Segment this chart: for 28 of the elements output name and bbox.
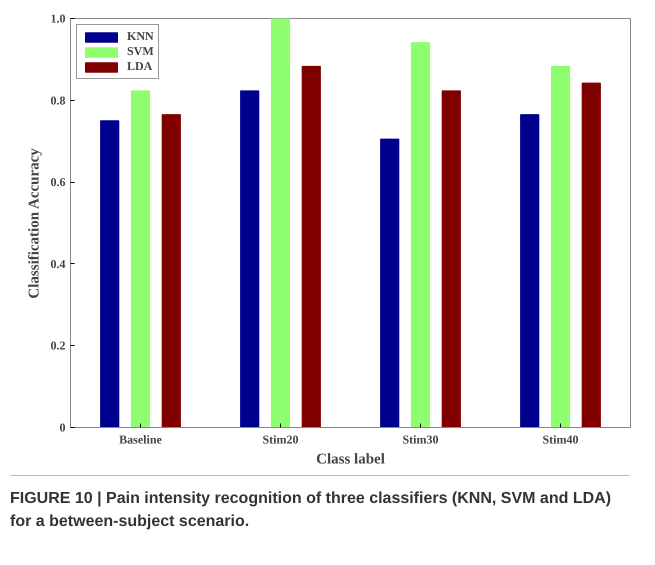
bar <box>100 120 120 428</box>
x-axis-title: Class label <box>316 452 385 468</box>
bar <box>442 90 461 428</box>
bar <box>162 114 181 428</box>
bar <box>130 90 150 428</box>
y-tick-label: 0.6 <box>50 175 66 190</box>
bar <box>520 114 540 428</box>
bar <box>582 82 601 428</box>
bar <box>240 90 260 428</box>
caption: FIGURE 10 | Pain intensity recognition of three classifiers (KNN, SVM and LDA) for a between-subject scenario. <box>10 489 612 532</box>
y-tick-label: 0.8 <box>50 93 66 108</box>
legend-label: SVM <box>127 44 154 59</box>
legend-label: LDA <box>127 59 152 74</box>
x-tick-label: Stim20 <box>262 432 298 446</box>
y-tick-label: 1.0 <box>50 12 66 26</box>
bar <box>270 18 290 428</box>
y-tick-label: 0.4 <box>50 256 66 271</box>
y-tick-label: 0.2 <box>50 338 66 353</box>
bar <box>380 138 400 428</box>
bar <box>550 66 570 428</box>
x-tick-label: Stim30 <box>402 432 438 446</box>
x-tick-label: Stim40 <box>542 432 578 446</box>
y-tick-label: 0 <box>60 420 66 434</box>
y-axis-title: Classification Accuracy <box>26 148 42 299</box>
legend-label: KNN <box>127 29 154 44</box>
bar <box>410 42 430 428</box>
x-tick-label: Baseline <box>119 432 163 446</box>
bar <box>302 66 321 428</box>
